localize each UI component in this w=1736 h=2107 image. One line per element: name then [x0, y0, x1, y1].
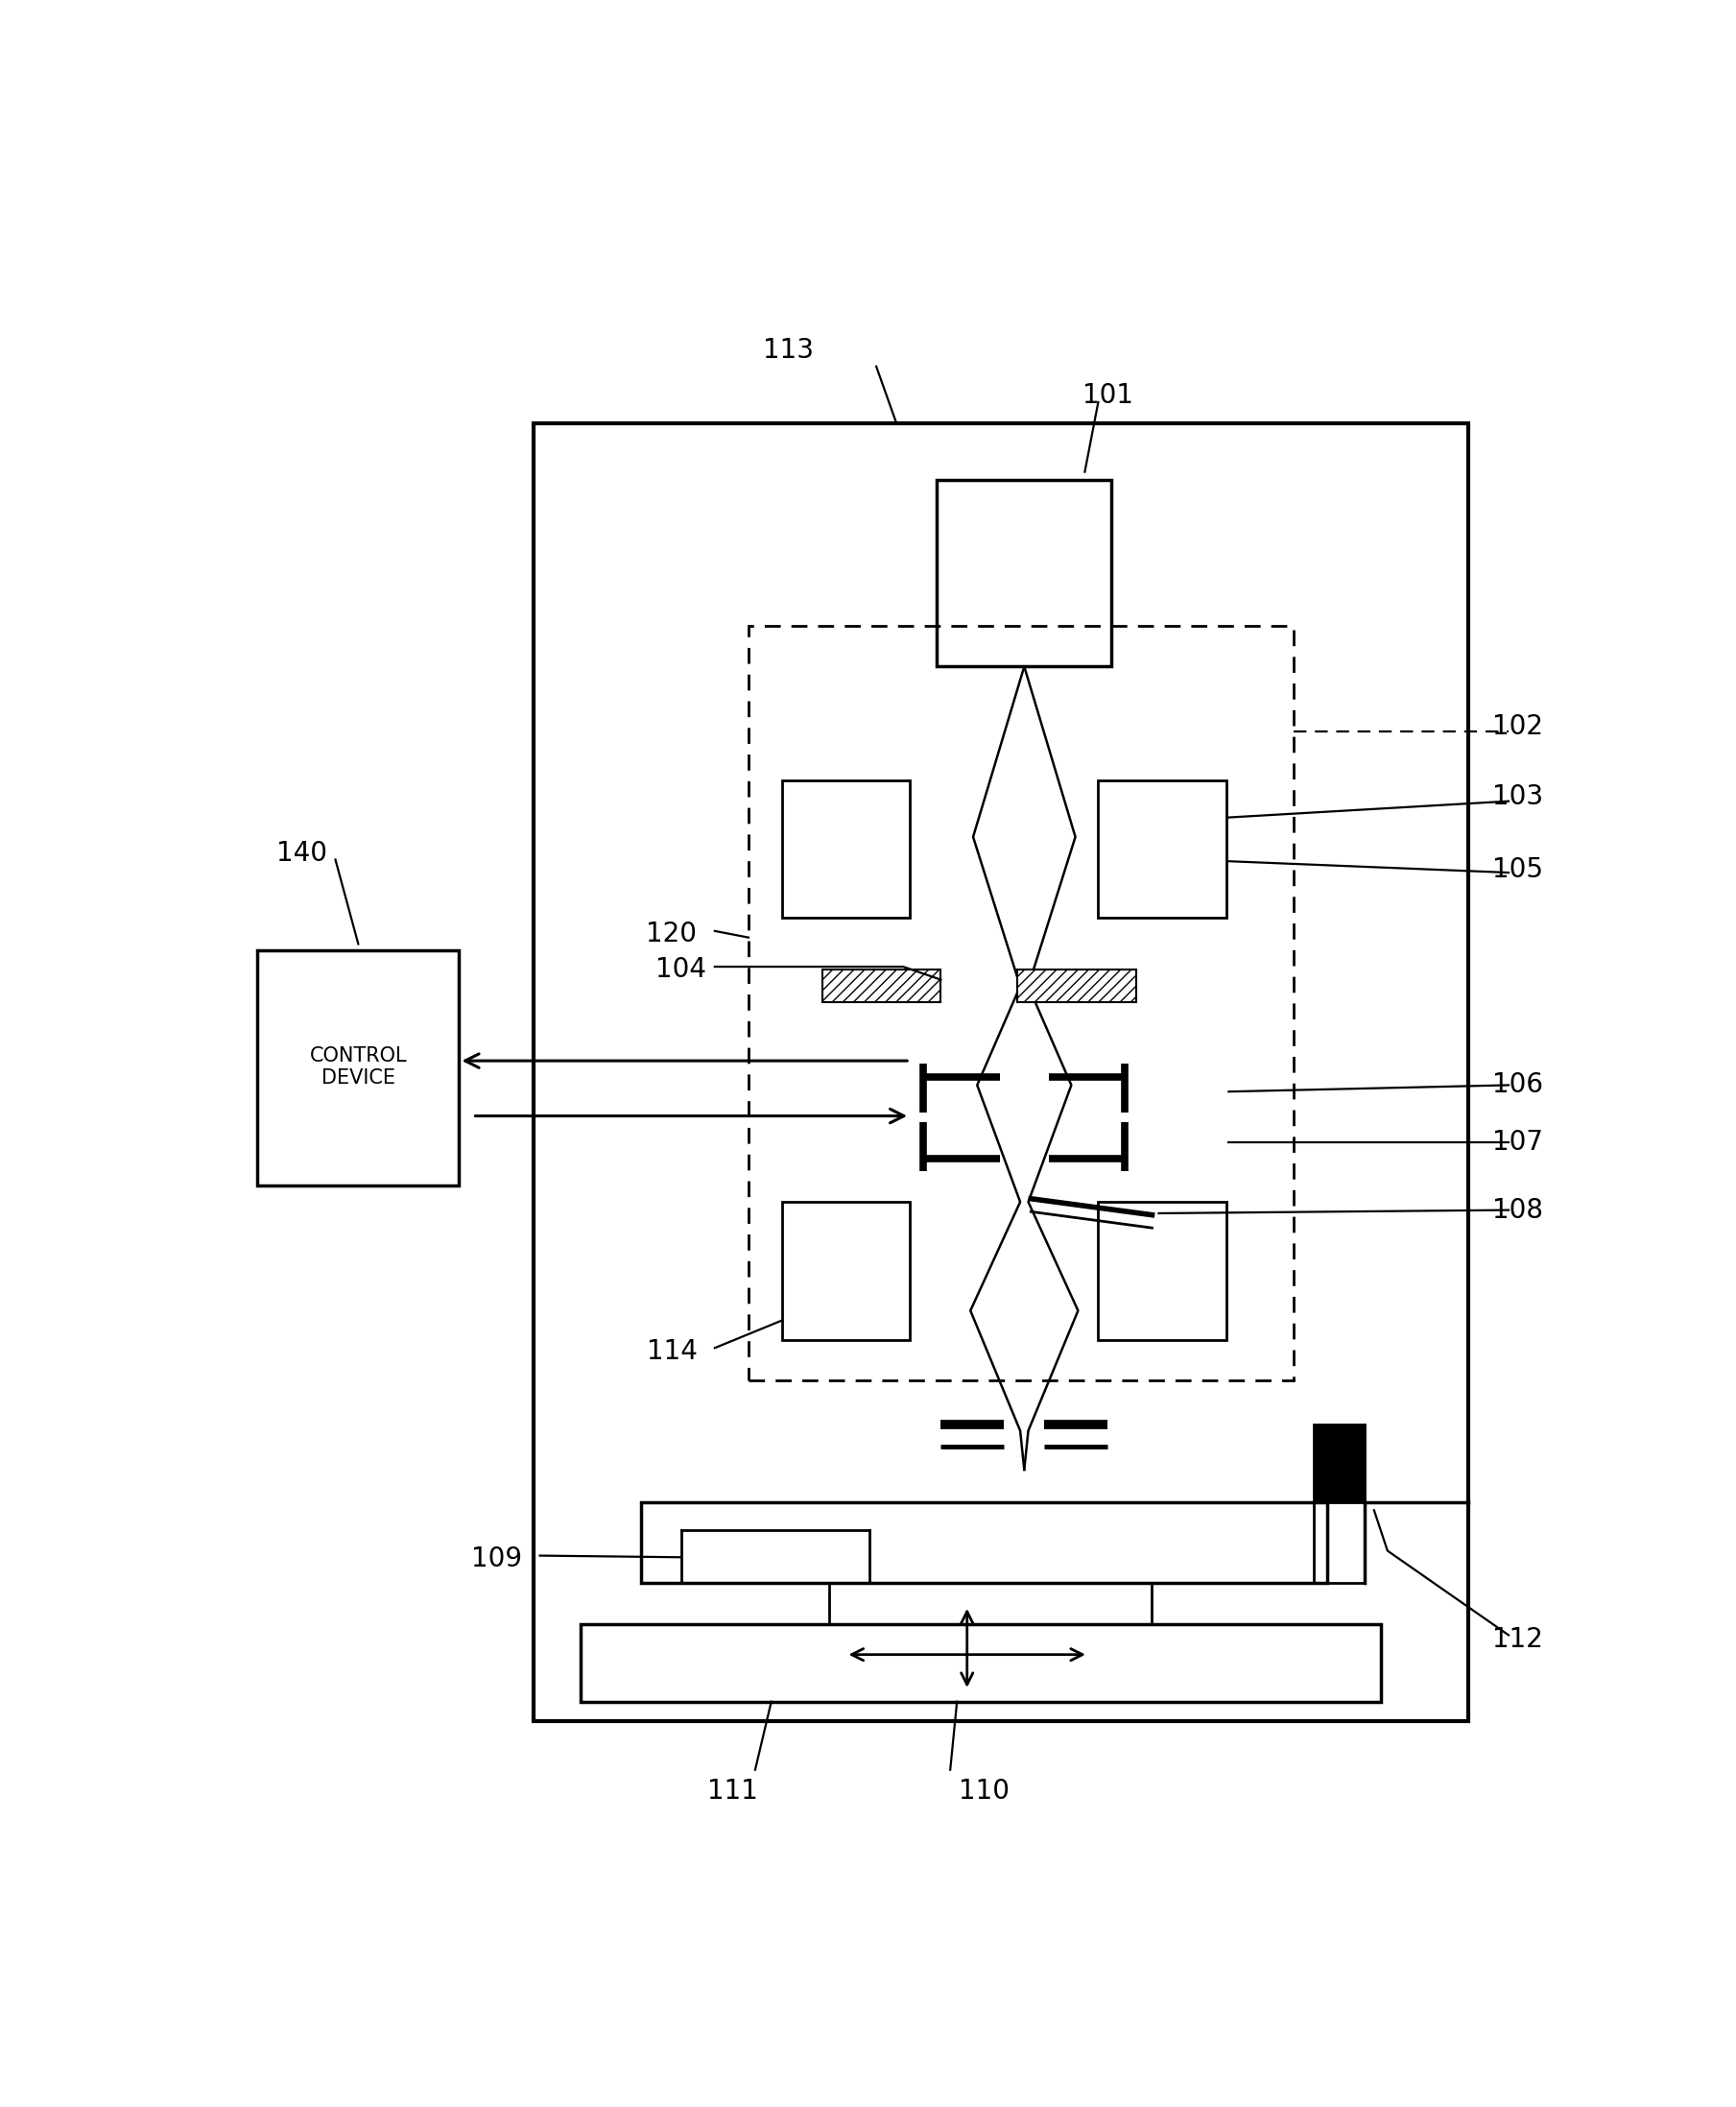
- Text: 107: 107: [1493, 1129, 1543, 1155]
- Text: 105: 105: [1493, 855, 1543, 883]
- Text: 101: 101: [1082, 381, 1134, 409]
- Bar: [1017, 969, 1135, 1003]
- Text: 109: 109: [472, 1544, 523, 1572]
- Bar: [641, 1502, 1326, 1582]
- Text: 102: 102: [1493, 712, 1543, 740]
- Bar: [823, 969, 941, 1003]
- Text: 113: 113: [764, 337, 814, 365]
- Bar: [1099, 780, 1226, 919]
- Bar: [533, 424, 1469, 1721]
- Bar: [1314, 1424, 1364, 1502]
- Bar: [1099, 1201, 1226, 1340]
- Text: 103: 103: [1493, 784, 1543, 809]
- Bar: [748, 626, 1293, 1380]
- Text: 140: 140: [276, 841, 326, 866]
- Text: 114: 114: [646, 1338, 698, 1365]
- Text: CONTROL
DEVICE: CONTROL DEVICE: [309, 1047, 406, 1087]
- Bar: [937, 480, 1111, 666]
- Text: 104: 104: [656, 957, 707, 984]
- Bar: [580, 1624, 1380, 1702]
- Text: 112: 112: [1493, 1627, 1543, 1654]
- Text: 110: 110: [958, 1778, 1009, 1804]
- Text: 108: 108: [1493, 1197, 1543, 1224]
- Text: 120: 120: [646, 921, 698, 948]
- Bar: [781, 1201, 910, 1340]
- Text: 111: 111: [707, 1778, 757, 1804]
- Bar: [781, 780, 910, 919]
- Text: 106: 106: [1493, 1072, 1543, 1098]
- Bar: [257, 950, 458, 1186]
